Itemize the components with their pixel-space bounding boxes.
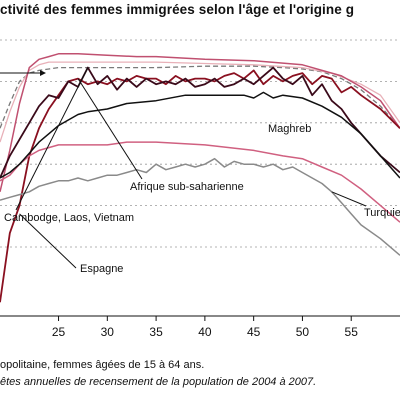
chart-title: ctivité des femmes immigrées selon l'âge…	[0, 2, 355, 17]
series-line-4	[0, 66, 400, 179]
callout-arrow-head	[40, 70, 46, 76]
footnote-scope: opolitaine, femmes âgées de 15 à 64 ans.	[0, 359, 205, 371]
series-line-7	[0, 157, 400, 256]
x-tick-label-25: 25	[52, 325, 66, 339]
x-tick-label-50: 50	[296, 325, 310, 339]
leader-line-6	[77, 78, 143, 180]
leader-line-4	[15, 67, 89, 211]
x-tick-label-40: 40	[198, 325, 212, 339]
leader-line-3	[19, 213, 77, 269]
series-label-5: Maghreb	[268, 123, 311, 135]
x-tick-label-55: 55	[345, 325, 359, 339]
series-line-6	[0, 91, 400, 179]
x-tick-label-35: 35	[149, 325, 163, 339]
footnote-source: êtes annuelles de recensement de la popu…	[0, 376, 317, 388]
x-tick-label-45: 45	[247, 325, 261, 339]
series-label-4: Cambodge, Laos, Vietnam	[4, 212, 134, 224]
leader-line-7	[331, 191, 367, 207]
series-label-7: Turquie	[364, 207, 400, 219]
series-line-1	[0, 61, 400, 143]
series-label-3: Espagne	[80, 263, 123, 275]
series-line-2	[0, 53, 400, 192]
series-line-5	[0, 141, 400, 223]
x-tick-label-30: 30	[101, 325, 115, 339]
series-label-6: Afrique sub-saharienne	[130, 181, 244, 193]
